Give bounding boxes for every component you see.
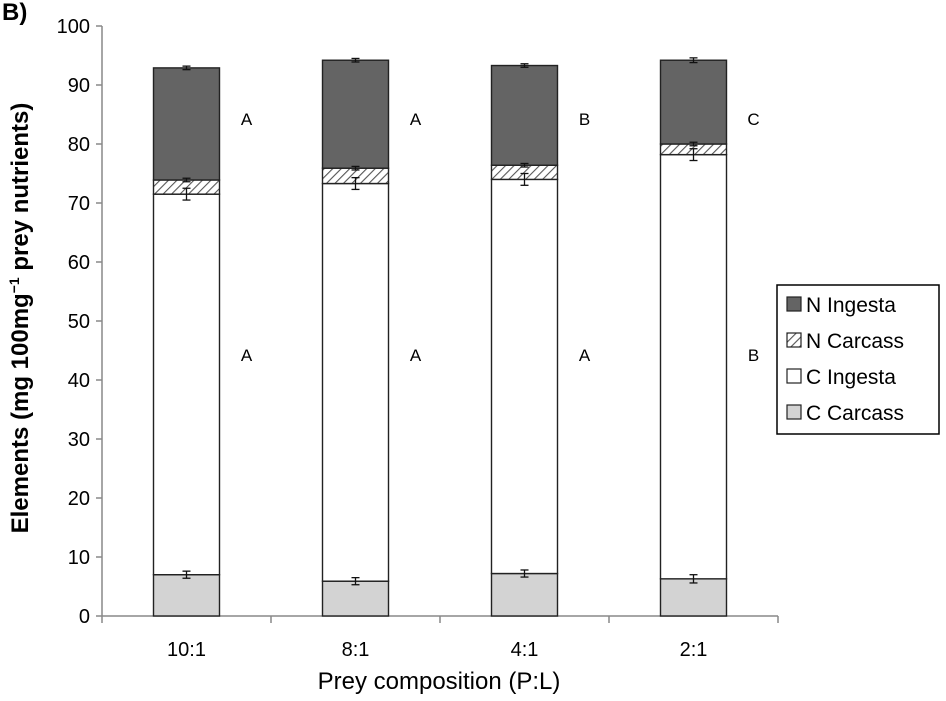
- y-tick-label: 40: [68, 370, 90, 392]
- y-tick-label: 70: [68, 193, 90, 215]
- panel-label: B): [2, 0, 27, 26]
- significance-letter-upper: A: [410, 110, 422, 129]
- y-tick-label: 80: [68, 134, 90, 156]
- bar-segment: [152, 574, 221, 617]
- y-axis-title-tail: prey nutrients): [7, 103, 34, 278]
- bar-segment: [659, 153, 728, 580]
- bar-segment: [659, 578, 728, 617]
- significance-letter-lower: A: [410, 346, 422, 365]
- axes: 0 10 20 30 40 50 60 70 80 90 100 10:1 8:1 4:1 2:1: [57, 16, 779, 661]
- significance-letter-lower: A: [579, 346, 591, 365]
- y-axis-title-superscript: −1: [6, 277, 22, 293]
- error-bars-group: [182, 57, 698, 586]
- significance-letter-lower: A: [241, 346, 253, 365]
- y-tick-label: 0: [79, 606, 90, 628]
- y-tick-label: 90: [68, 75, 90, 97]
- bar-segment: [659, 59, 728, 145]
- legend: N Ingesta N Carcass C Ingesta C Carcass: [776, 284, 940, 435]
- bar-segment: [490, 178, 559, 575]
- y-tick-label: 20: [68, 488, 90, 510]
- bar-segment: [152, 193, 221, 576]
- bar-segment: [321, 59, 390, 169]
- y-axis-title-main: Elements (mg 100mg: [7, 293, 34, 533]
- y-tick-label: 100: [57, 16, 90, 38]
- significance-letter-upper: C: [747, 110, 759, 129]
- x-axis-title: Prey composition (P:L): [318, 668, 561, 695]
- legend-box: [776, 284, 940, 435]
- bars-group: [152, 59, 728, 617]
- legend-swatch: [786, 404, 802, 420]
- x-tick-label: 8:1: [342, 639, 370, 661]
- legend-label: N Carcass: [806, 330, 904, 353]
- bar-segment: [152, 67, 221, 181]
- x-tick-label: 2:1: [680, 639, 708, 661]
- legend-label: C Ingesta: [806, 366, 896, 389]
- significance-letter-upper: A: [241, 110, 253, 129]
- legend-label: C Carcass: [806, 402, 904, 425]
- y-axis-title: Elements (mg 100mg−1 prey nutrients): [6, 103, 34, 534]
- legend-label: N Ingesta: [806, 294, 896, 317]
- legend-swatch: [786, 332, 802, 348]
- legend-swatch: [786, 296, 802, 312]
- y-tick-label: 30: [68, 429, 90, 451]
- legend-swatch: [786, 368, 802, 384]
- y-tick-label: 50: [68, 311, 90, 333]
- bar-segment: [321, 182, 390, 582]
- y-tick-label: 10: [68, 547, 90, 569]
- bar-segment: [490, 572, 559, 617]
- x-tick-label: 10:1: [167, 639, 206, 661]
- significance-letter-upper: B: [579, 110, 590, 129]
- significance-letter-lower: B: [748, 346, 759, 365]
- bar-segment: [321, 580, 390, 617]
- significance-letters-group: A A B C A A A B: [241, 110, 760, 365]
- y-tick-label: 60: [68, 252, 90, 274]
- x-tick-label: 4:1: [511, 639, 539, 661]
- bar-segment: [490, 64, 559, 166]
